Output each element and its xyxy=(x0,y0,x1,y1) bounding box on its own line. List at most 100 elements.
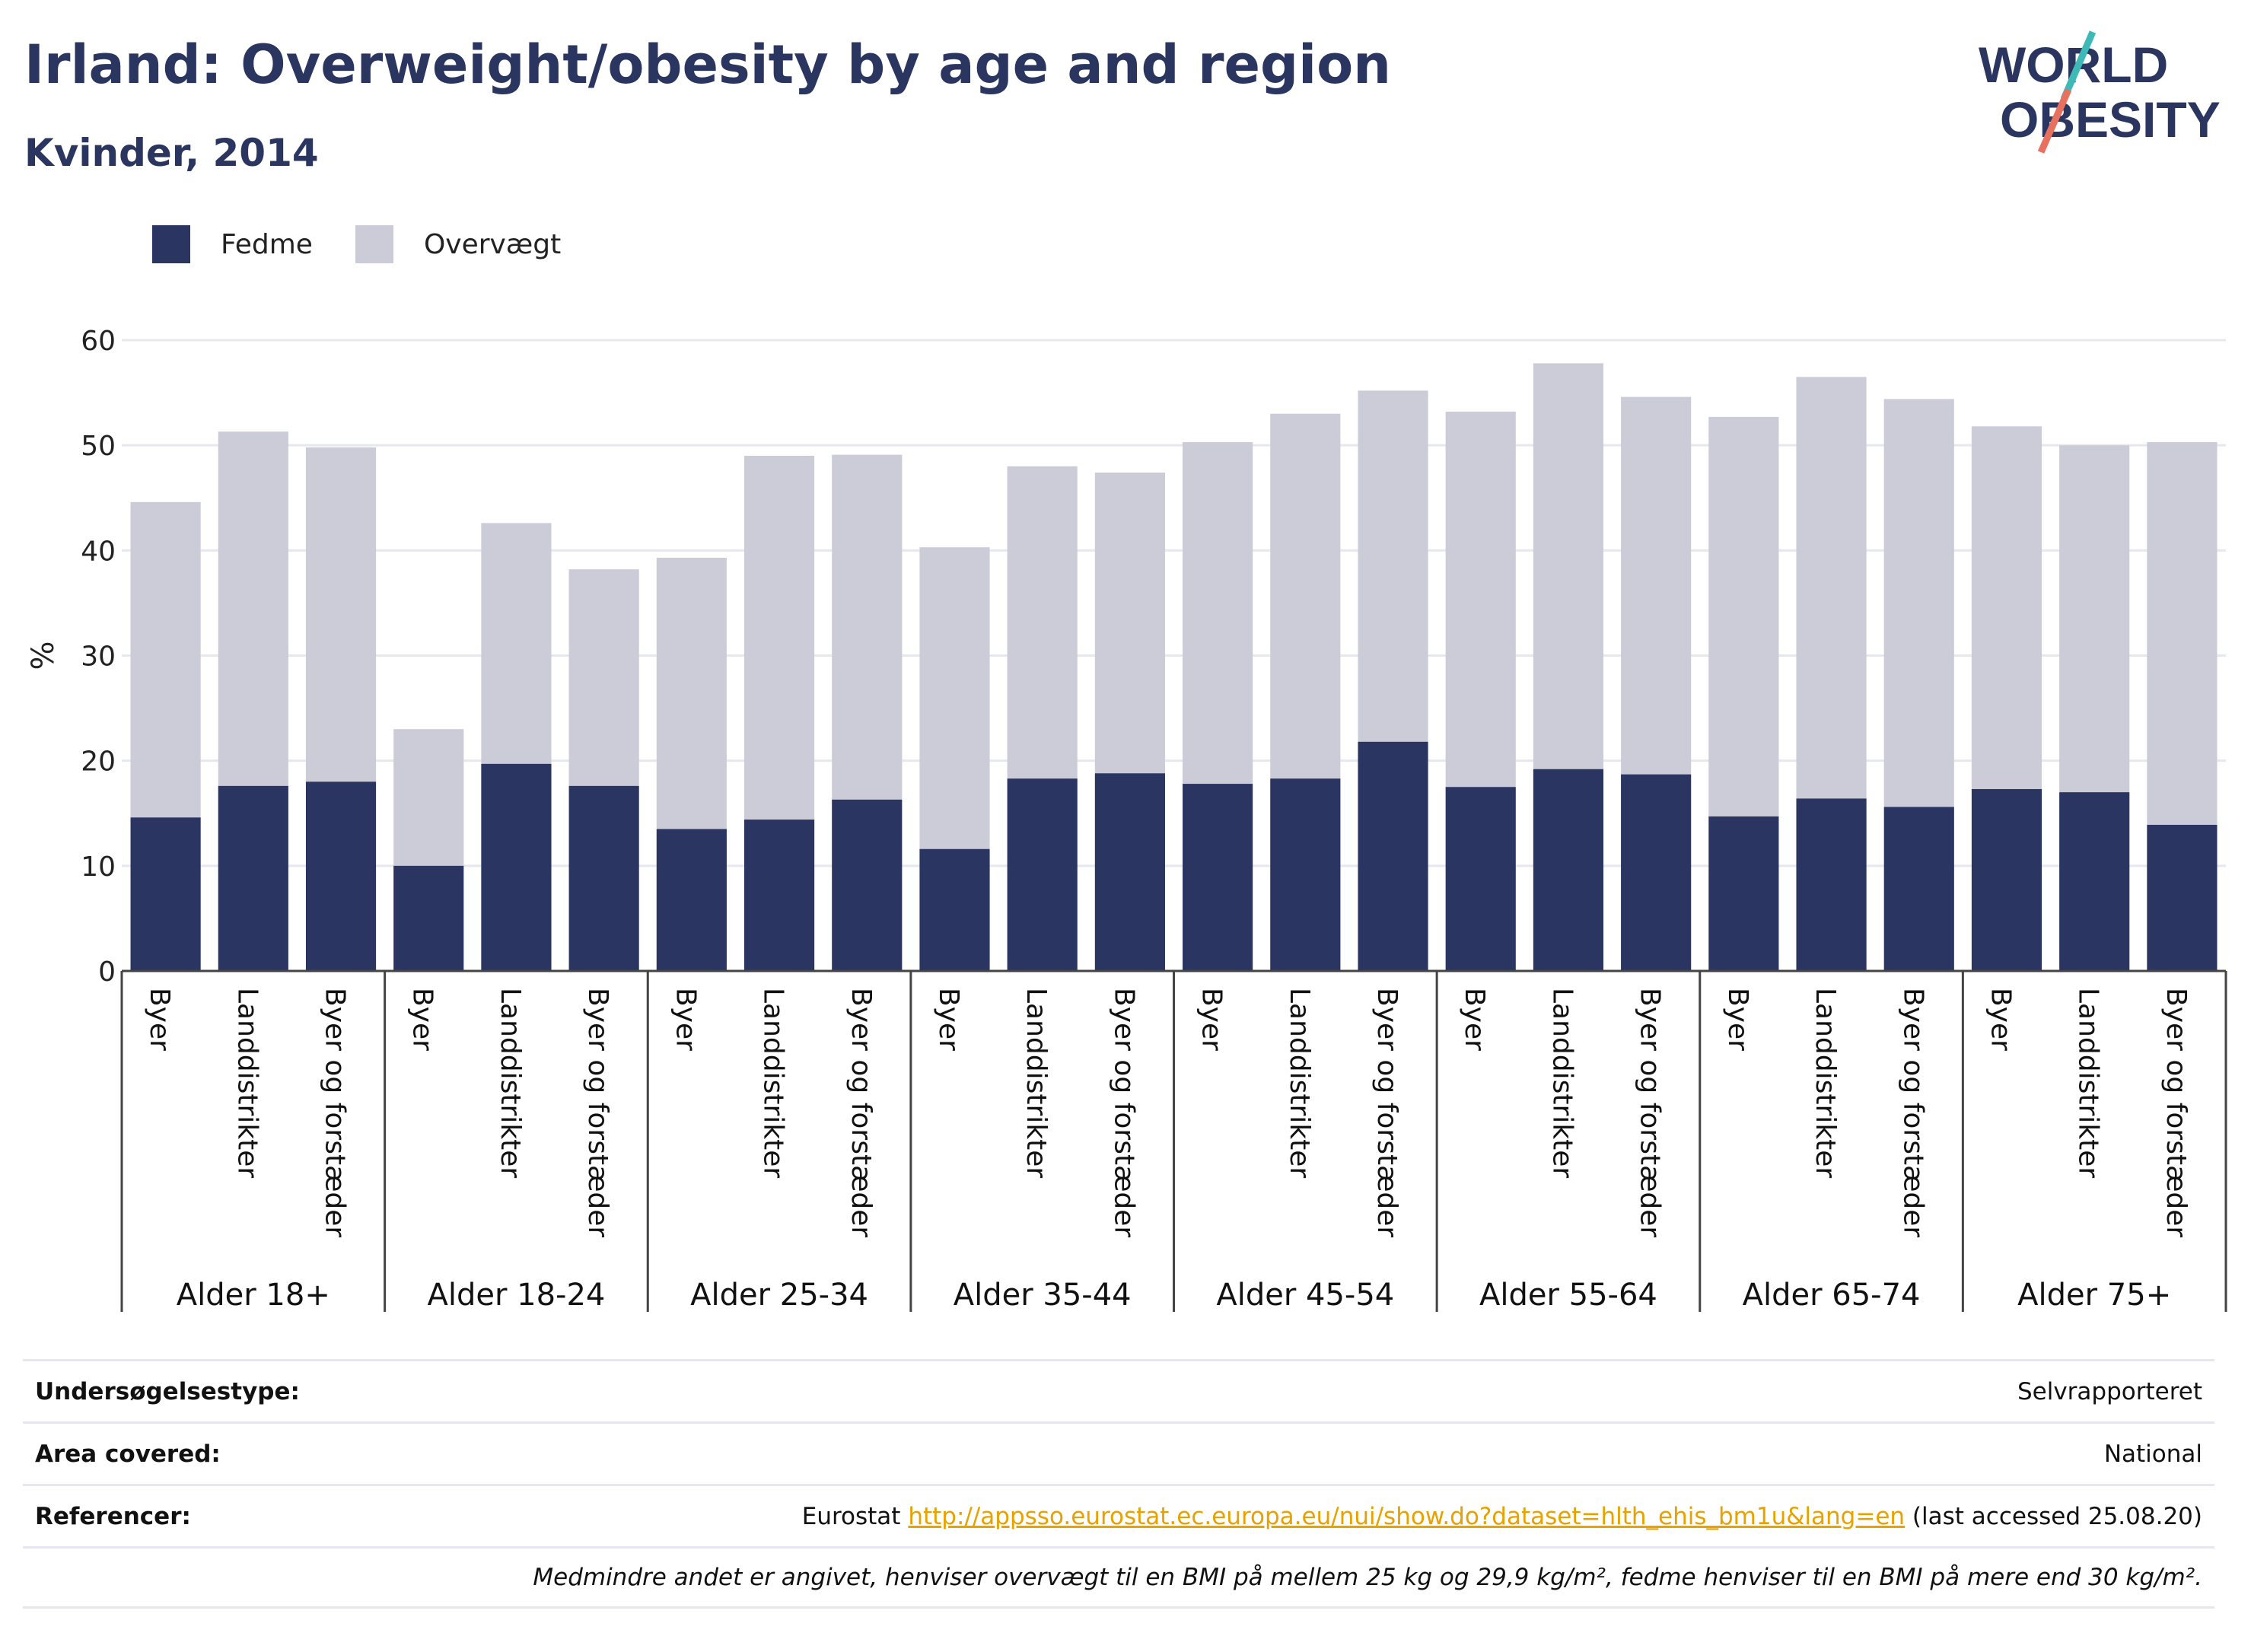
info-row-references: Referencer: Eurostat http://appsso.euros… xyxy=(23,1484,2214,1546)
y-tick-label: 50 xyxy=(81,431,116,462)
bar-fedme xyxy=(1094,773,1165,971)
legend-label-fedme: Fedme xyxy=(221,228,313,260)
group-label: Alder 25-34 xyxy=(690,1278,868,1313)
y-tick-label: 0 xyxy=(98,957,116,988)
bar-overvaegt xyxy=(1270,413,1341,779)
legend-item-fedme[interactable]: Fedme xyxy=(152,225,313,263)
bar-fedme xyxy=(743,820,815,971)
y-tick-label: 20 xyxy=(81,746,116,778)
bar-overvaegt xyxy=(130,501,201,818)
x-tick-label: Landdistrikter xyxy=(1546,988,1578,1178)
bar-overvaegt xyxy=(305,447,377,782)
survey-type-value: Selvrapporteret xyxy=(2017,1377,2202,1405)
group-label: Alder 18+ xyxy=(177,1278,330,1313)
bar-fedme xyxy=(1883,807,1954,971)
definition-note: Medmindre andet er angivet, henviser ove… xyxy=(533,1564,2202,1591)
bar-overvaegt xyxy=(832,454,903,800)
bar-fedme xyxy=(305,781,377,971)
info-row-area: Area covered: National xyxy=(23,1421,2214,1484)
y-tick-label: 60 xyxy=(81,326,116,357)
references-link[interactable]: http://appsso.eurostat.ec.europa.eu/nui/… xyxy=(908,1502,1906,1530)
info-table: Undersøgelsestype: Selvrapporteret Area … xyxy=(23,1359,2214,1609)
world-obesity-logo: WORLD OBESITY xyxy=(1979,30,2221,154)
chart-legend: Fedme Overvægt xyxy=(152,225,603,263)
bar-overvaegt xyxy=(1183,442,1253,785)
bar-fedme xyxy=(1971,788,2042,971)
bar-overvaegt xyxy=(743,455,815,820)
bar-fedme xyxy=(1621,774,1692,971)
group-label: Alder 65-74 xyxy=(1743,1278,1921,1313)
area-label: Area covered: xyxy=(35,1440,221,1468)
bar-overvaegt xyxy=(1007,466,1078,779)
bar-fedme xyxy=(1708,816,1779,971)
bar-fedme xyxy=(832,799,903,971)
x-tick-label: Byer og forstæder xyxy=(582,988,613,1237)
legend-item-overvaegt[interactable]: Overvægt xyxy=(355,225,561,263)
bar-fedme xyxy=(1358,741,1428,971)
bar-overvaegt xyxy=(1883,399,1954,807)
bar-overvaegt xyxy=(1358,390,1428,742)
bar-overvaegt xyxy=(1971,426,2042,789)
info-row-note: Medmindre andet er angivet, henviser ove… xyxy=(23,1546,2214,1609)
references-label: Referencer: xyxy=(35,1502,191,1530)
bar-fedme xyxy=(568,785,639,971)
x-tick-label: Byer og forstæder xyxy=(1897,988,1928,1237)
x-tick-label: Byer og forstæder xyxy=(320,988,351,1237)
x-tick-label: Landdistrikter xyxy=(495,988,526,1178)
y-tick-label: 40 xyxy=(81,536,116,567)
bar-fedme xyxy=(656,829,727,971)
x-tick-label: Byer og forstæder xyxy=(1635,988,1666,1237)
bar-overvaegt xyxy=(656,558,727,829)
x-tick-label: Byer xyxy=(144,988,175,1051)
x-tick-label: Byer xyxy=(1985,988,2016,1051)
bar-overvaegt xyxy=(1796,377,1867,799)
bar-fedme xyxy=(218,785,288,971)
legend-swatch-fedme xyxy=(152,225,190,263)
x-tick-label: Landdistrikter xyxy=(1020,988,1052,1178)
bar-overvaegt xyxy=(568,569,639,786)
bar-fedme xyxy=(393,865,464,971)
bar-fedme xyxy=(1445,787,1516,971)
references-prefix: Eurostat xyxy=(801,1502,901,1530)
x-tick-label: Byer og forstæder xyxy=(1371,988,1402,1237)
legend-swatch-overvaegt xyxy=(355,225,393,263)
bar-fedme xyxy=(2059,792,2130,971)
x-tick-label: Byer og forstæder xyxy=(845,988,877,1237)
legend-label-overvaegt: Overvægt xyxy=(423,228,562,260)
bar-overvaegt xyxy=(2059,445,2130,793)
y-axis-title: % xyxy=(26,641,61,670)
x-tick-label: Byer xyxy=(670,988,701,1051)
bar-overvaegt xyxy=(218,431,288,786)
group-label: Alder 75+ xyxy=(2017,1278,2171,1313)
x-tick-label: Byer og forstæder xyxy=(1108,988,1139,1237)
bar-overvaegt xyxy=(1621,396,1692,775)
bar-overvaegt xyxy=(919,547,990,849)
group-label: Alder 55-64 xyxy=(1479,1278,1657,1313)
x-tick-label: Byer xyxy=(1196,988,1227,1051)
info-row-survey-type: Undersøgelsestype: Selvrapporteret xyxy=(23,1359,2214,1421)
bar-overvaegt xyxy=(393,729,464,866)
references-suffix: (last accessed 25.08.20) xyxy=(1912,1502,2202,1530)
x-tick-label: Byer xyxy=(407,988,438,1051)
bar-overvaegt xyxy=(1708,416,1779,816)
x-tick-label: Landdistrikter xyxy=(231,988,263,1178)
chart-subtitle: Kvinder, 2014 xyxy=(24,131,319,175)
group-label: Alder 18-24 xyxy=(428,1278,606,1313)
x-tick-label: Byer og forstæder xyxy=(2160,988,2192,1237)
x-tick-label: Byer xyxy=(933,988,964,1051)
bar-fedme xyxy=(919,848,990,971)
references-value: Eurostat http://appsso.eurostat.ec.europ… xyxy=(802,1503,2202,1530)
bar-overvaegt xyxy=(1445,411,1516,788)
x-tick-label: Landdistrikter xyxy=(2073,988,2104,1178)
bar-overvaegt xyxy=(1533,363,1604,769)
group-label: Alder 35-44 xyxy=(954,1278,1132,1313)
logo-word-obesity: OBESITY xyxy=(2000,91,2221,148)
x-tick-label: Byer xyxy=(1459,988,1490,1051)
stacked-bar-chart: 0 10 20 30 40 50 60% Byer Landdistrikter Byer og … xyxy=(26,326,2227,1313)
bar-overvaegt xyxy=(481,523,552,764)
bar-fedme xyxy=(1270,778,1341,971)
bar-fedme xyxy=(1533,769,1604,971)
bar-fedme xyxy=(2147,824,2218,971)
bar-overvaegt xyxy=(2147,442,2218,825)
x-tick-label: Byer xyxy=(1722,988,1753,1051)
